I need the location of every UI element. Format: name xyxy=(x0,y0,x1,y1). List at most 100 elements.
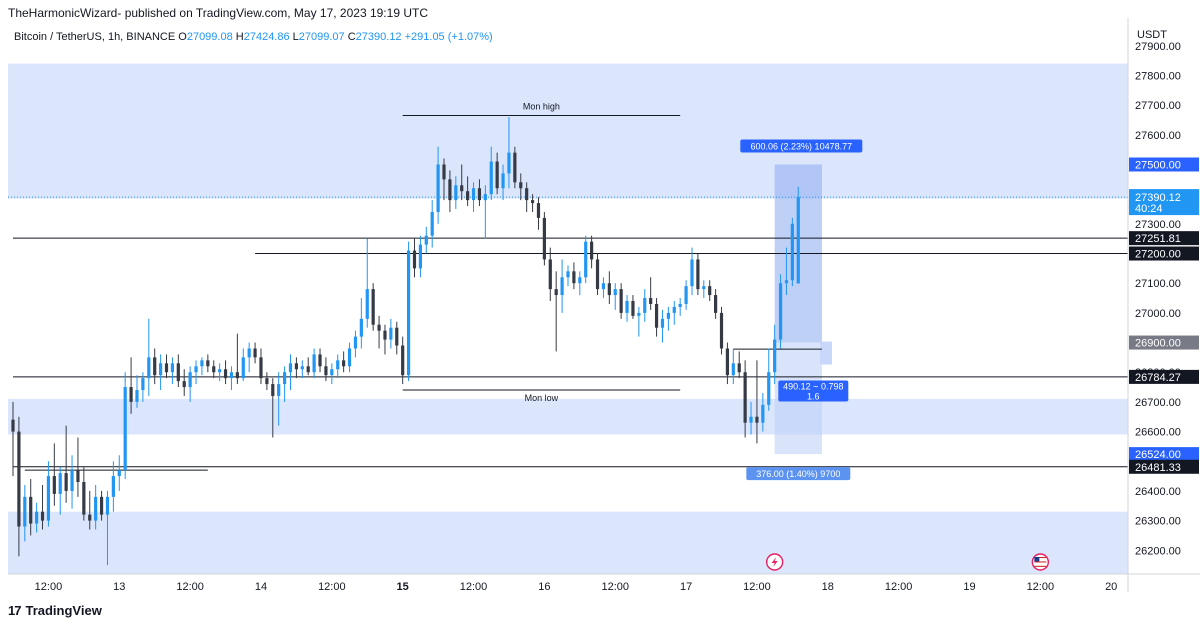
candle xyxy=(365,238,369,328)
candle xyxy=(353,330,358,358)
candle-body xyxy=(690,259,694,287)
position-rr-badge xyxy=(778,380,849,402)
candle xyxy=(613,283,617,310)
candle-body xyxy=(483,194,487,201)
candle xyxy=(176,354,180,388)
candle-body xyxy=(117,470,121,477)
candle xyxy=(773,324,777,385)
candle-body xyxy=(23,496,27,527)
candle-body xyxy=(737,363,741,373)
candle-body xyxy=(542,217,546,260)
candle xyxy=(501,164,505,201)
candle-body xyxy=(448,179,452,201)
candle xyxy=(767,348,771,411)
position-rr-ratio: 1.6 xyxy=(807,392,820,402)
candle-body xyxy=(153,357,157,376)
price-tick-label: 26600.00 xyxy=(1135,427,1181,439)
price-tick-label: 27300.00 xyxy=(1135,219,1181,231)
candle-body xyxy=(731,363,735,376)
candle xyxy=(637,306,641,337)
candle-body xyxy=(46,476,51,521)
price-tick-label: 26200.00 xyxy=(1135,545,1181,557)
candle xyxy=(519,173,523,201)
candle-body xyxy=(271,384,275,396)
time-tick-label: 12:00 xyxy=(1027,581,1055,593)
candle xyxy=(111,461,115,512)
candle-body xyxy=(454,185,458,201)
level-price-tag-bg xyxy=(1129,459,1199,474)
tradingview-wordmark: TradingView xyxy=(25,603,102,618)
candle xyxy=(23,484,27,542)
candle-body xyxy=(11,419,15,432)
candle xyxy=(714,289,718,319)
candle xyxy=(288,354,293,391)
candle xyxy=(318,348,322,373)
candle-body xyxy=(442,164,446,180)
candle-body xyxy=(353,336,358,349)
candle xyxy=(359,298,363,349)
candle xyxy=(448,170,452,212)
candle xyxy=(678,298,682,316)
candle-body xyxy=(99,496,104,515)
candle-body xyxy=(105,496,110,515)
candle xyxy=(235,333,239,385)
lightning-icon xyxy=(765,553,784,571)
candle-body xyxy=(412,250,417,269)
candle xyxy=(241,348,245,382)
candle-body xyxy=(88,514,92,521)
price-tick-label: 27700.00 xyxy=(1135,100,1181,112)
candle xyxy=(666,306,670,331)
candle xyxy=(117,455,121,491)
tradingview-mark-icon: 17 xyxy=(8,603,22,618)
time-tick-label: 13 xyxy=(113,581,125,593)
target-price-tag: 27500.00 xyxy=(1135,160,1181,172)
candle xyxy=(383,324,387,355)
candle-body xyxy=(35,511,39,524)
candle xyxy=(105,490,110,566)
supply-demand-zone xyxy=(8,398,1128,435)
candle-body xyxy=(784,280,789,284)
candle-body xyxy=(489,161,493,195)
candle-body xyxy=(761,404,765,423)
bar-countdown: 40:24 xyxy=(1135,203,1163,215)
candle xyxy=(206,354,210,373)
candle-body xyxy=(359,318,363,337)
candle-body xyxy=(507,152,511,174)
candle-body xyxy=(601,283,606,290)
candle-body xyxy=(141,378,145,391)
candle xyxy=(560,259,564,313)
candle xyxy=(312,348,316,379)
position-target-text: 600.06 (2.23%) 10478.77 xyxy=(751,142,853,152)
position-rr-text: 490.12 ~ 0.798 xyxy=(783,382,843,392)
candle-body xyxy=(418,244,422,269)
candle xyxy=(796,186,800,284)
candle xyxy=(572,262,576,290)
candle xyxy=(601,277,606,299)
candle xyxy=(342,351,346,373)
candle-body xyxy=(200,360,204,367)
time-tick-label: 12:00 xyxy=(35,581,63,593)
candle-body xyxy=(525,188,529,201)
candle-body xyxy=(129,387,133,402)
candle xyxy=(64,425,68,503)
candle xyxy=(247,342,251,373)
time-tick-label: 20 xyxy=(1105,581,1117,593)
level-price-tag: 26481.33 xyxy=(1135,462,1181,474)
candle-body xyxy=(536,203,541,218)
candle-body xyxy=(94,496,98,521)
candle xyxy=(141,372,145,402)
candle-body xyxy=(212,366,216,373)
candle-body xyxy=(430,211,434,236)
candle-body xyxy=(318,354,322,367)
candle xyxy=(271,378,275,438)
candle-body xyxy=(460,185,464,192)
candle xyxy=(40,484,45,530)
candle-body xyxy=(182,381,186,388)
candle xyxy=(306,357,310,376)
candle-body xyxy=(684,286,688,304)
candle-body xyxy=(572,271,576,284)
candle-body xyxy=(702,286,706,290)
candle xyxy=(784,247,789,296)
entry-price-tag: 26900.00 xyxy=(1135,338,1181,350)
